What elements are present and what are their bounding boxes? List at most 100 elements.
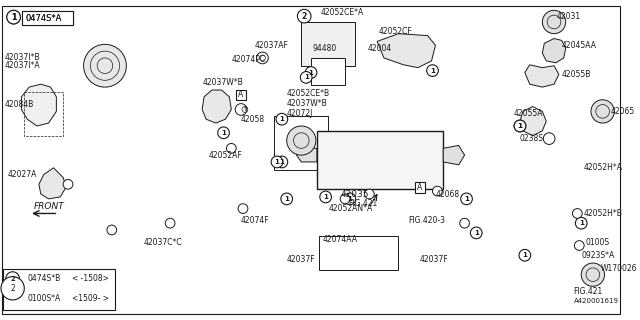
Text: A: A bbox=[417, 183, 422, 192]
Circle shape bbox=[227, 143, 236, 153]
Text: 42074F: 42074F bbox=[241, 216, 269, 225]
Text: 42052CE*B: 42052CE*B bbox=[287, 89, 330, 99]
Circle shape bbox=[1, 276, 24, 300]
Text: <1509- >: <1509- > bbox=[72, 294, 109, 303]
Text: A420001619: A420001619 bbox=[573, 298, 618, 304]
Text: 42037F: 42037F bbox=[420, 255, 449, 264]
Text: 1: 1 bbox=[304, 74, 308, 80]
Text: 42035: 42035 bbox=[340, 189, 369, 198]
Polygon shape bbox=[525, 65, 559, 87]
Bar bbox=[319, 236, 399, 270]
Text: 42052CE*A: 42052CE*A bbox=[321, 8, 364, 17]
Circle shape bbox=[575, 241, 584, 250]
Text: 1: 1 bbox=[348, 196, 353, 202]
Text: 42027A: 42027A bbox=[8, 170, 37, 179]
Text: 2: 2 bbox=[301, 12, 307, 21]
Text: 42052AN*A: 42052AN*A bbox=[328, 204, 372, 213]
Text: 1: 1 bbox=[430, 68, 435, 74]
Text: 42058: 42058 bbox=[241, 115, 265, 124]
Circle shape bbox=[514, 120, 526, 132]
Text: 1: 1 bbox=[275, 159, 280, 165]
Text: 1: 1 bbox=[11, 12, 16, 22]
Text: 42037C*C: 42037C*C bbox=[144, 238, 182, 247]
Text: 0474S*B: 0474S*B bbox=[28, 274, 60, 283]
Circle shape bbox=[276, 113, 288, 125]
Text: 42037I*B: 42037I*B bbox=[5, 53, 40, 62]
Text: 42052AF: 42052AF bbox=[209, 151, 243, 160]
Text: 2: 2 bbox=[10, 276, 15, 282]
Text: 1: 1 bbox=[284, 196, 289, 202]
Circle shape bbox=[271, 156, 283, 168]
Circle shape bbox=[107, 225, 116, 235]
Circle shape bbox=[281, 193, 292, 205]
Text: 42072J: 42072J bbox=[287, 109, 313, 118]
Text: 42068: 42068 bbox=[435, 189, 460, 198]
Text: 42074PC: 42074PC bbox=[231, 55, 266, 64]
Polygon shape bbox=[444, 145, 465, 165]
Text: 1: 1 bbox=[11, 12, 16, 22]
Circle shape bbox=[581, 263, 605, 286]
Bar bbox=[317, 131, 444, 189]
Text: 0238S: 0238S bbox=[520, 134, 544, 143]
Circle shape bbox=[165, 218, 175, 228]
Text: 0474S*A: 0474S*A bbox=[25, 13, 61, 23]
Polygon shape bbox=[202, 90, 231, 123]
Circle shape bbox=[364, 189, 374, 199]
Circle shape bbox=[238, 204, 248, 213]
Circle shape bbox=[320, 191, 332, 203]
Bar bbox=[3, 269, 115, 310]
Text: 42052CF: 42052CF bbox=[379, 27, 413, 36]
Circle shape bbox=[84, 44, 126, 87]
Circle shape bbox=[63, 180, 73, 189]
Text: 1: 1 bbox=[579, 220, 584, 226]
Text: 1: 1 bbox=[474, 230, 479, 236]
Text: W170026: W170026 bbox=[601, 264, 637, 273]
Circle shape bbox=[300, 72, 312, 83]
Text: 1: 1 bbox=[522, 252, 527, 258]
Circle shape bbox=[218, 127, 229, 139]
Text: 42037AF: 42037AF bbox=[255, 41, 289, 50]
Bar bbox=[274, 116, 328, 170]
Circle shape bbox=[575, 217, 587, 229]
Text: 1: 1 bbox=[518, 123, 522, 129]
Text: FIG.420-3: FIG.420-3 bbox=[408, 216, 445, 225]
Circle shape bbox=[591, 100, 614, 123]
Polygon shape bbox=[296, 148, 317, 162]
Polygon shape bbox=[377, 34, 435, 68]
Circle shape bbox=[470, 227, 482, 239]
Circle shape bbox=[542, 10, 566, 34]
Text: T: T bbox=[243, 107, 246, 112]
Text: 42084B: 42084B bbox=[5, 100, 34, 109]
Text: FRONT: FRONT bbox=[34, 202, 65, 211]
Text: 94480: 94480 bbox=[313, 44, 337, 53]
Circle shape bbox=[7, 10, 20, 24]
Text: 1: 1 bbox=[221, 130, 226, 136]
Text: 1: 1 bbox=[518, 123, 522, 129]
Text: < -1508>: < -1508> bbox=[72, 274, 109, 283]
Text: 1: 1 bbox=[308, 69, 314, 76]
Circle shape bbox=[461, 193, 472, 205]
Circle shape bbox=[344, 193, 356, 205]
Text: 42031: 42031 bbox=[557, 12, 581, 21]
Circle shape bbox=[514, 120, 526, 132]
Bar bbox=[22, 11, 73, 25]
Circle shape bbox=[236, 104, 247, 115]
Text: 1: 1 bbox=[323, 194, 328, 200]
Circle shape bbox=[433, 186, 442, 196]
Text: 42045AA: 42045AA bbox=[562, 41, 596, 50]
Text: 42037I*A: 42037I*A bbox=[5, 61, 40, 70]
Text: 42052H*A: 42052H*A bbox=[583, 163, 622, 172]
Text: 42074AA: 42074AA bbox=[323, 235, 358, 244]
Bar bbox=[415, 182, 425, 193]
Text: A: A bbox=[239, 90, 244, 100]
Circle shape bbox=[460, 218, 470, 228]
Text: FIG.421: FIG.421 bbox=[573, 287, 603, 296]
Circle shape bbox=[276, 156, 288, 168]
Circle shape bbox=[287, 126, 316, 155]
Circle shape bbox=[298, 9, 311, 23]
Bar bbox=[301, 22, 355, 66]
Circle shape bbox=[427, 65, 438, 76]
Circle shape bbox=[543, 133, 555, 144]
Text: 2: 2 bbox=[10, 284, 15, 293]
Polygon shape bbox=[39, 168, 66, 199]
